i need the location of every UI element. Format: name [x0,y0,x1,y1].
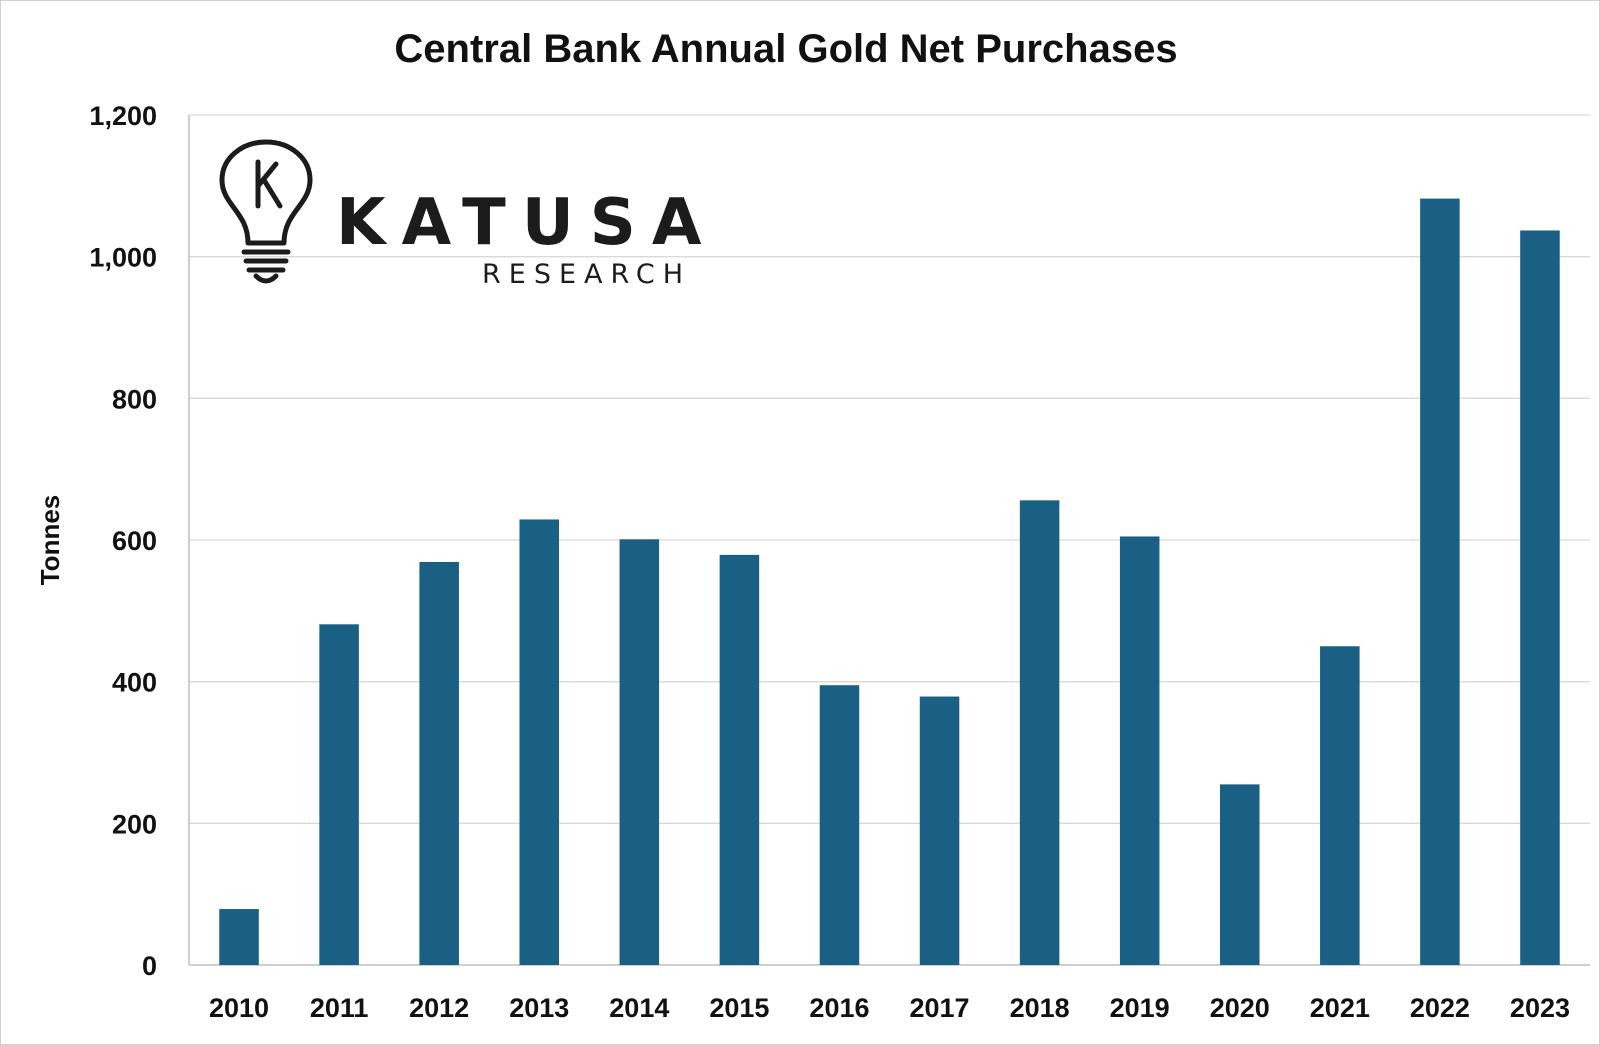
chart-title: Central Bank Annual Gold Net Purchases [394,27,1177,71]
katusa-logo: KATUSA RESEARCH [219,139,717,290]
x-tick-label: 2012 [409,993,469,1023]
bar-2014 [619,539,660,965]
x-tick-label: 2011 [310,993,369,1023]
bar-2020 [1219,784,1260,965]
x-tick-label: 2023 [1510,993,1570,1023]
y-axis-label: Tonnes [35,495,65,586]
x-tick-label: 2010 [209,993,269,1023]
bar-2021 [1320,646,1360,965]
x-tick-label: 2019 [1110,993,1170,1023]
y-tick-label: 800 [112,384,157,414]
y-tick-label: 0 [142,951,157,981]
y-tick-label: 400 [112,668,157,698]
bar-2016 [819,685,860,965]
bar-2015 [719,554,760,965]
bar-2023 [1520,230,1560,966]
bar-2019 [1119,536,1160,965]
bar-2012 [419,561,459,965]
bars [219,198,1560,966]
logo-subtitle: RESEARCH [482,259,691,290]
bar-2011 [319,624,359,965]
x-tick-labels: 2010 2011 2012 2013 2014 2015 2016 2017 2018 2019… [209,993,1570,1023]
x-tick-label: 2022 [1410,993,1470,1023]
x-tick-label: 2020 [1210,993,1270,1023]
bar-2018 [1019,500,1060,965]
bar-2010 [219,909,259,965]
y-tick-label: 200 [112,809,157,839]
x-tick-label: 2015 [709,993,769,1023]
y-tick-label: 600 [112,526,157,556]
logo-name: KATUSA [336,186,717,260]
bar-2022 [1420,198,1460,966]
y-tick-labels: 0 200 400 600 800 1,000 1,200 [89,101,157,981]
x-tick-label: 2018 [1010,993,1070,1023]
x-tick-label: 2013 [509,993,569,1023]
y-tick-label: 1,200 [89,101,157,131]
bar-2013 [519,519,560,965]
lightbulb-icon [219,139,313,284]
bar-2017 [919,696,960,965]
x-tick-label: 2017 [909,993,969,1023]
x-tick-label: 2021 [1310,993,1370,1023]
y-tick-label: 1,000 [89,243,157,273]
x-tick-label: 2014 [609,993,669,1023]
x-tick-label: 2016 [809,993,869,1023]
